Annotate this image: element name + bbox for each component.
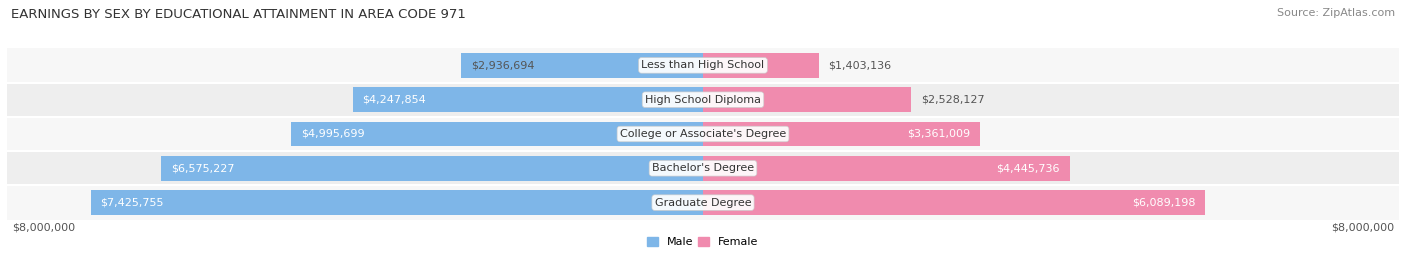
Text: $4,247,854: $4,247,854 (363, 95, 426, 105)
Bar (353, 87, 703, 112)
Text: High School Diploma: High School Diploma (645, 95, 761, 105)
Bar (703, 156, 1070, 181)
Text: $4,445,736: $4,445,736 (997, 163, 1060, 173)
Legend: Male, Female: Male, Female (643, 233, 763, 252)
Text: $4,995,699: $4,995,699 (301, 129, 364, 139)
Bar (703, 87, 911, 112)
Bar (291, 122, 703, 146)
Bar (7, 185, 1399, 220)
Text: $3,361,009: $3,361,009 (907, 129, 970, 139)
Text: $1,403,136: $1,403,136 (828, 60, 891, 70)
Text: $6,089,198: $6,089,198 (1132, 198, 1195, 208)
Bar (461, 53, 703, 78)
Text: College or Associate's Degree: College or Associate's Degree (620, 129, 786, 139)
Bar (7, 48, 1399, 83)
Text: Less than High School: Less than High School (641, 60, 765, 70)
Bar (90, 190, 703, 215)
Bar (703, 190, 1205, 215)
Bar (160, 156, 703, 181)
Text: $2,936,694: $2,936,694 (471, 60, 534, 70)
Bar (703, 122, 980, 146)
Text: Bachelor's Degree: Bachelor's Degree (652, 163, 754, 173)
Bar (7, 117, 1399, 151)
Bar (703, 53, 818, 78)
Text: $7,425,755: $7,425,755 (101, 198, 165, 208)
Text: Graduate Degree: Graduate Degree (655, 198, 751, 208)
Bar (7, 151, 1399, 185)
Text: $2,528,127: $2,528,127 (921, 95, 986, 105)
Bar (7, 83, 1399, 117)
Text: EARNINGS BY SEX BY EDUCATIONAL ATTAINMENT IN AREA CODE 971: EARNINGS BY SEX BY EDUCATIONAL ATTAINMEN… (11, 8, 467, 21)
Text: Source: ZipAtlas.com: Source: ZipAtlas.com (1277, 8, 1395, 18)
Text: $6,575,227: $6,575,227 (170, 163, 235, 173)
